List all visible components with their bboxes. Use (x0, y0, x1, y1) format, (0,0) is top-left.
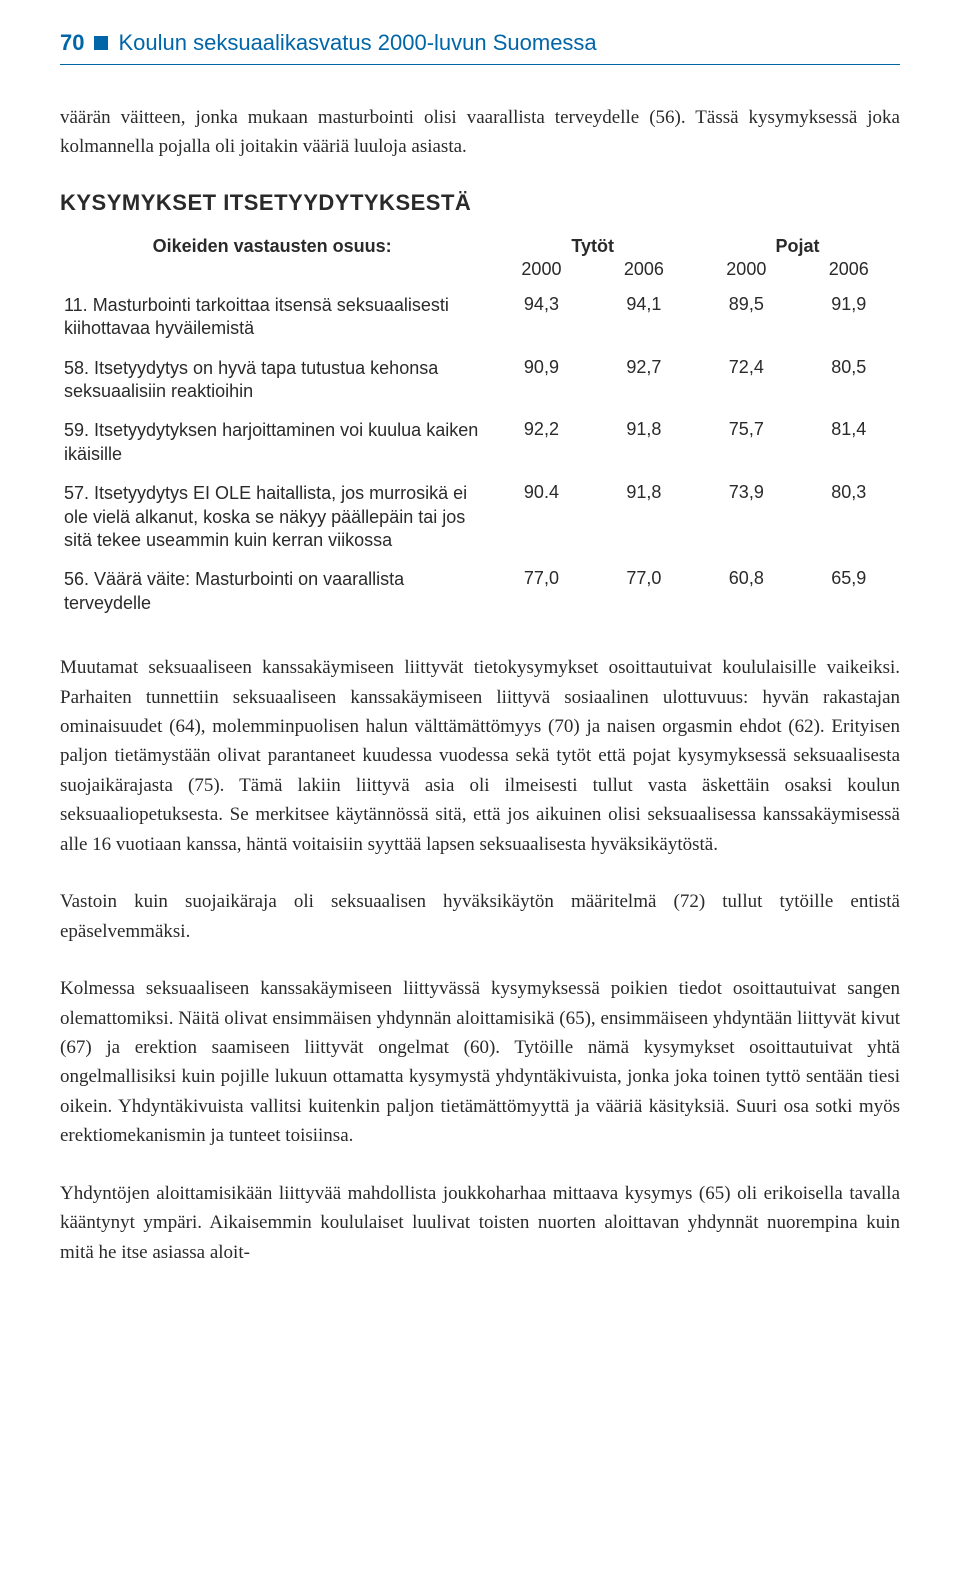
page-header: 70 Koulun seksuaalikasvatus 2000-luvun S… (60, 30, 900, 65)
chapter-title: Koulun seksuaalikasvatus 2000-luvun Suom… (118, 30, 596, 56)
row-label: 59. Itsetyydytyksen harjoittaminen voi k… (60, 411, 490, 474)
group-header-boys: Pojat (695, 230, 900, 259)
table-head: Oikeiden vastausten osuus: Tytöt Pojat 2… (60, 230, 900, 286)
cell-value: 91,8 (593, 411, 695, 474)
cell-value: 65,9 (798, 560, 900, 623)
body-paragraph: Kolmessa seksuaaliseen kanssakäymiseen l… (60, 974, 900, 1151)
header-line: 70 Koulun seksuaalikasvatus 2000-luvun S… (60, 30, 900, 56)
cell-value: 94,1 (593, 286, 695, 349)
body-paragraph: Muutamat seksuaaliseen kanssakäymiseen l… (60, 653, 900, 859)
cell-value: 81,4 (798, 411, 900, 474)
row-header-label: Oikeiden vastausten osuus: (60, 230, 490, 286)
year-header: 2000 (695, 259, 797, 286)
section-title: KYSYMYKSET ITSETYYDYTYKSESTÄ (60, 190, 900, 216)
page-container: 70 Koulun seksuaalikasvatus 2000-luvun S… (0, 0, 960, 1335)
cell-value: 60,8 (695, 560, 797, 623)
cell-value: 90.4 (490, 474, 592, 560)
cell-value: 75,7 (695, 411, 797, 474)
year-header: 2006 (798, 259, 900, 286)
body-paragraph: Yhdyntöjen aloittamisikään liittyvää mah… (60, 1179, 900, 1267)
row-label: 57. Itsetyydytys EI OLE haitallista, jos… (60, 474, 490, 560)
row-label: 11. Masturbointi tarkoittaa itsensä seks… (60, 286, 490, 349)
cell-value: 80,3 (798, 474, 900, 560)
row-label: 58. Itsetyydytys on hyvä tapa tutustua k… (60, 349, 490, 412)
cell-value: 91,8 (593, 474, 695, 560)
intro-paragraph: väärän väitteen, jonka mukaan masturboin… (60, 103, 900, 162)
page-number: 70 (60, 30, 84, 56)
table-row: 58. Itsetyydytys on hyvä tapa tutustua k… (60, 349, 900, 412)
cell-value: 77,0 (490, 560, 592, 623)
cell-value: 73,9 (695, 474, 797, 560)
square-bullet-icon (94, 36, 108, 50)
year-header: 2000 (490, 259, 592, 286)
table-row: 56. Väärä väite: Masturbointi on vaarall… (60, 560, 900, 623)
table-body: 11. Masturbointi tarkoittaa itsensä seks… (60, 286, 900, 623)
group-header-girls: Tytöt (490, 230, 695, 259)
cell-value: 94,3 (490, 286, 592, 349)
table-row: 11. Masturbointi tarkoittaa itsensä seks… (60, 286, 900, 349)
cell-value: 80,5 (798, 349, 900, 412)
cell-value: 92,7 (593, 349, 695, 412)
year-header: 2006 (593, 259, 695, 286)
cell-value: 89,5 (695, 286, 797, 349)
cell-value: 72,4 (695, 349, 797, 412)
table-group-header-row: Oikeiden vastausten osuus: Tytöt Pojat (60, 230, 900, 259)
cell-value: 90,9 (490, 349, 592, 412)
data-table: Oikeiden vastausten osuus: Tytöt Pojat 2… (60, 230, 900, 623)
table-row: 59. Itsetyydytyksen harjoittaminen voi k… (60, 411, 900, 474)
cell-value: 91,9 (798, 286, 900, 349)
body-paragraph: Vastoin kuin suojaikäraja oli seksuaalis… (60, 887, 900, 946)
table-row: 57. Itsetyydytys EI OLE haitallista, jos… (60, 474, 900, 560)
cell-value: 77,0 (593, 560, 695, 623)
row-label: 56. Väärä väite: Masturbointi on vaarall… (60, 560, 490, 623)
cell-value: 92,2 (490, 411, 592, 474)
